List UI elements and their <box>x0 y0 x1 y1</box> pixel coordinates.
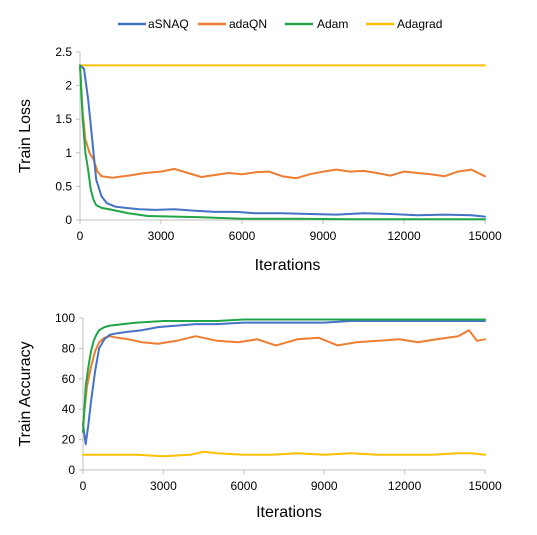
y-axis-title: Train Loss <box>17 99 34 173</box>
y-tick-label: 1.5 <box>55 112 72 126</box>
y-tick-label: 0.5 <box>55 179 72 193</box>
y-tick-label: 2.5 <box>55 45 72 59</box>
train-loss-chart: 0 0.5 1 1.5 2 2.5 0 3000 6000 9000 12000 15000 Itera… <box>17 45 502 274</box>
y-tick-label: 0 <box>68 463 75 477</box>
series-line-adaqn <box>79 64 486 180</box>
legend-entry-adaqn: adaQN <box>198 17 267 31</box>
y-tick-label: 60 <box>62 372 76 386</box>
x-tick-label: 15000 <box>468 479 502 493</box>
train-accuracy-chart: 0 20 40 60 80 100 0 3000 6000 9000 12000 15000 Itera… <box>17 311 502 521</box>
x-tick-label: 0 <box>80 479 87 493</box>
y-tick-label: 100 <box>55 311 75 325</box>
series-line-adaqn <box>82 329 486 426</box>
y-axis-title: Train Accuracy <box>17 341 34 446</box>
x-tick-label: 6000 <box>229 229 256 243</box>
legend-entry-adam: Adam <box>285 17 348 31</box>
legend-label-adam: Adam <box>317 17 348 31</box>
legend-label-asnaq: aSNAQ <box>148 17 189 31</box>
series-line-asnaq <box>82 320 486 446</box>
x-tick-label: 3000 <box>150 479 177 493</box>
y-tick-label: 80 <box>62 341 76 355</box>
x-tick-label: 6000 <box>230 479 257 493</box>
legend: aSNAQ adaQN Adam Adagrad <box>118 17 442 31</box>
y-tick-label: 0 <box>65 213 72 227</box>
x-tick-label: 3000 <box>148 229 175 243</box>
y-tick-label: 2 <box>65 79 72 93</box>
x-tick-label: 9000 <box>310 229 337 243</box>
x-tick-label: 12000 <box>387 229 421 243</box>
legend-entry-asnaq: aSNAQ <box>118 17 189 31</box>
x-axis-title: Iterations <box>255 257 321 274</box>
legend-label-adagrad: Adagrad <box>397 17 442 31</box>
y-tick-label: 20 <box>62 433 76 447</box>
x-tick-label: 15000 <box>468 229 502 243</box>
series-line-asnaq <box>79 64 486 218</box>
y-tick-label: 40 <box>62 402 76 416</box>
y-tick-label: 1 <box>65 146 72 160</box>
legend-entry-adagrad: Adagrad <box>366 17 442 31</box>
x-tick-label: 9000 <box>311 479 338 493</box>
x-axis-title: Iterations <box>256 504 322 521</box>
series-line-adam <box>79 64 486 221</box>
legend-label-adaqn: adaQN <box>229 17 267 31</box>
x-tick-label: 12000 <box>388 479 422 493</box>
series-line-adam <box>82 318 486 433</box>
series-line-adagrad <box>82 450 486 458</box>
x-tick-label: 0 <box>77 229 84 243</box>
